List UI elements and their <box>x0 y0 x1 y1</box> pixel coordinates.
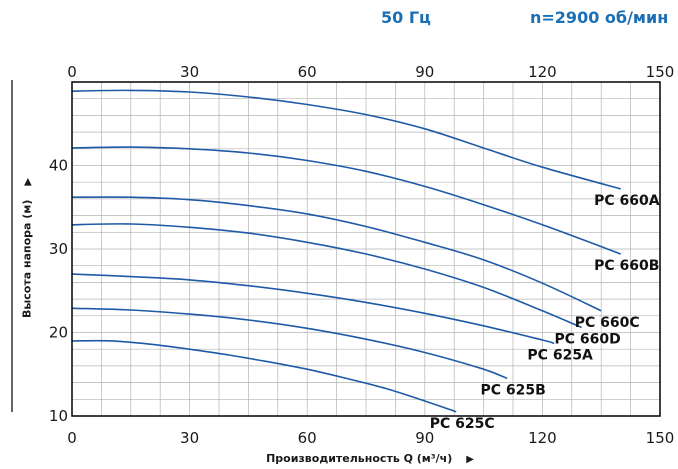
series-label: PC 625B <box>480 382 545 398</box>
series-label: PC 625C <box>430 416 495 432</box>
speed-label: n=2900 об/мин <box>530 8 669 27</box>
series-line <box>71 146 622 255</box>
tick-labels: 0 0 30 30 60 60 90 90 120 120 150 150 10 20 30 40 <box>49 63 674 447</box>
y-tick-label: 40 <box>49 157 68 175</box>
plot-frame <box>71 81 661 417</box>
arrow-icon: ▶ <box>22 177 34 186</box>
arrow-icon: ▶ <box>466 454 474 465</box>
curves <box>71 89 622 413</box>
series-label: PC 625A <box>527 347 593 363</box>
x-tick-label-top: 120 <box>528 63 557 81</box>
x-tick-label-bottom: 0 <box>67 429 77 447</box>
grid <box>72 82 660 416</box>
x-tick-label-top: 30 <box>180 63 199 81</box>
x-tick-label-top: 60 <box>298 63 317 81</box>
series-line <box>71 307 508 380</box>
x-tick-label-top: 150 <box>646 63 675 81</box>
x-tick-label-bottom: 150 <box>646 429 675 447</box>
x-axis-title: Производительность Q (м³/ч) ▶ <box>266 452 474 465</box>
series-line <box>71 339 457 413</box>
frequency-label: 50 Гц <box>381 8 431 27</box>
x-axis-label: Производительность Q (м³/ч) <box>266 452 453 465</box>
y-tick-label: 30 <box>49 240 68 258</box>
series-label: PC 660B <box>594 258 659 274</box>
series-label: PC 660D <box>554 331 620 347</box>
x-tick-label-bottom: 60 <box>298 429 317 447</box>
series-line <box>71 273 555 345</box>
y-axis-label: Высота напора (м) <box>20 199 34 319</box>
y-axis-title: Высота напора (м) ▶ <box>21 178 34 318</box>
y-tick-label: 10 <box>49 407 68 425</box>
x-tick-label-bottom: 90 <box>415 429 434 447</box>
x-tick-label-top: 0 <box>67 63 77 81</box>
x-tick-label-bottom: 120 <box>528 429 557 447</box>
x-tick-label-top: 90 <box>415 63 434 81</box>
series-line <box>71 223 582 329</box>
x-tick-label-bottom: 30 <box>180 429 199 447</box>
series-label: PC 660C <box>575 315 640 331</box>
y-tick-label: 20 <box>49 324 68 342</box>
series-line <box>71 196 602 312</box>
series-label: PC 660A <box>594 193 660 209</box>
series-line <box>71 89 622 190</box>
